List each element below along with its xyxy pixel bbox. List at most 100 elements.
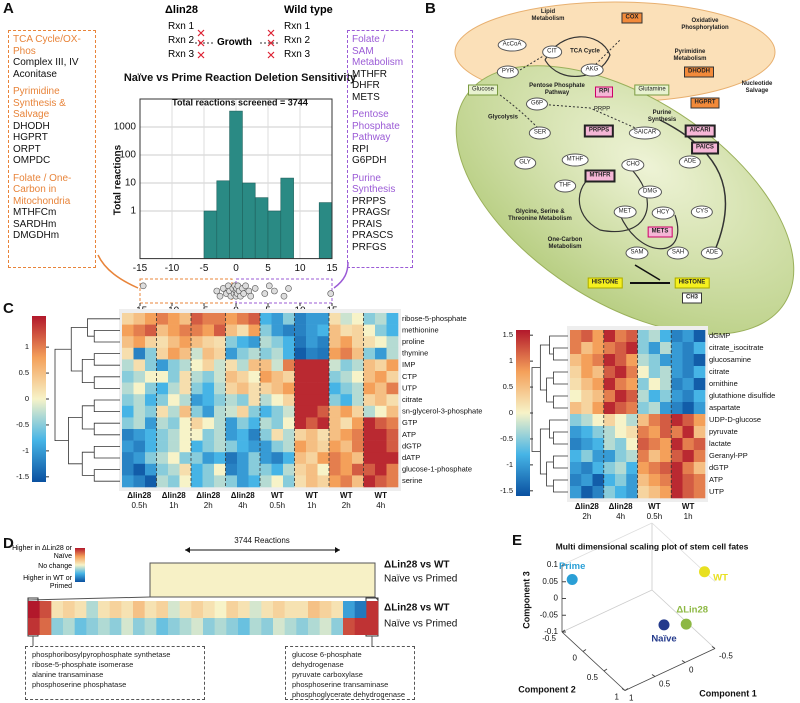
heat-cell bbox=[237, 440, 249, 453]
heat-cell bbox=[98, 601, 110, 618]
heat-cell bbox=[570, 414, 582, 427]
heat-cell bbox=[682, 438, 695, 451]
heat-cell bbox=[592, 378, 605, 391]
row-label: GTP bbox=[402, 418, 417, 427]
reaction-item: Complex III, IV bbox=[13, 57, 79, 68]
heat-cell bbox=[693, 330, 706, 343]
colorbar-label: 1 bbox=[509, 356, 513, 365]
x-tick-label: -5 bbox=[200, 263, 209, 274]
heat-cell bbox=[648, 354, 661, 367]
point-label: WT bbox=[713, 572, 728, 583]
panel-label: E bbox=[512, 532, 523, 549]
heat-cell bbox=[660, 378, 672, 391]
heat-cell bbox=[581, 438, 593, 451]
heat-cell bbox=[592, 474, 605, 487]
heat-cell bbox=[306, 405, 318, 418]
heat-cell bbox=[363, 394, 376, 407]
heat-cell bbox=[615, 342, 627, 355]
heat-cell bbox=[179, 618, 192, 635]
heat-cell bbox=[306, 475, 318, 488]
heat-cell bbox=[122, 382, 134, 395]
heat-cell bbox=[603, 462, 616, 475]
heat-cell bbox=[191, 382, 203, 395]
pathway-node: SER bbox=[528, 126, 552, 140]
column-label: 2h bbox=[582, 512, 591, 521]
heat-cell bbox=[273, 601, 285, 618]
heat-cell bbox=[648, 342, 661, 355]
heat-cell bbox=[202, 324, 215, 337]
heat-cell bbox=[626, 426, 638, 439]
heat-cell bbox=[271, 429, 284, 441]
heat-cell bbox=[671, 390, 683, 403]
heat-cell bbox=[179, 371, 192, 383]
z-tick-label: -0.05 bbox=[540, 610, 559, 619]
dendrogram bbox=[93, 399, 120, 412]
heat-cell bbox=[637, 462, 650, 475]
pathway-node: HISTONE bbox=[674, 277, 710, 289]
heat-cell bbox=[626, 354, 638, 367]
dendrogram bbox=[81, 405, 95, 430]
heat-cell bbox=[660, 330, 672, 343]
pathway-node: AcCoA bbox=[497, 38, 527, 52]
pathway-node: Oxidative Phosphorylation bbox=[681, 18, 729, 31]
heat-cell bbox=[294, 463, 307, 476]
heat-cell bbox=[283, 429, 295, 441]
heat-cell bbox=[248, 463, 261, 476]
bar bbox=[318, 202, 333, 259]
pathway-node: PRPPS bbox=[583, 124, 615, 138]
tick-mark bbox=[561, 629, 566, 633]
heat-cell bbox=[306, 336, 318, 349]
heat-cell bbox=[122, 405, 134, 418]
heat-cell bbox=[308, 618, 320, 635]
heat-cell bbox=[581, 330, 593, 343]
point bbox=[280, 292, 288, 300]
heat-cell bbox=[156, 324, 169, 337]
heat-cell bbox=[145, 463, 157, 476]
heat-cell bbox=[144, 618, 157, 635]
heat-cell bbox=[671, 402, 683, 415]
row-label: serine bbox=[402, 476, 422, 485]
row-label: thymine bbox=[402, 349, 428, 358]
row-label: aspartate bbox=[709, 403, 740, 412]
heat-cell bbox=[329, 313, 341, 325]
heat-cell bbox=[214, 417, 226, 430]
heat-cell bbox=[179, 336, 192, 349]
heat-cell bbox=[603, 330, 616, 343]
reaction-label: Rxn 1 bbox=[284, 21, 311, 32]
bar bbox=[229, 110, 243, 259]
panel-label: A bbox=[3, 0, 14, 17]
heat-cell bbox=[179, 429, 192, 441]
heat-cell bbox=[156, 440, 169, 453]
heat-cell bbox=[363, 336, 376, 349]
heat-cell bbox=[145, 440, 157, 453]
heat-cell bbox=[248, 313, 261, 325]
heat-cell bbox=[603, 390, 616, 403]
x-tick-label: 0 bbox=[233, 263, 239, 274]
heat-cell bbox=[340, 475, 353, 488]
heat-cell bbox=[283, 382, 295, 395]
heat-cell bbox=[570, 438, 582, 451]
tick-mark bbox=[624, 688, 629, 691]
row-label: UDP-D-glucose bbox=[709, 415, 761, 424]
heat-cell bbox=[581, 414, 593, 427]
heat-cell bbox=[352, 417, 364, 430]
heat-cell bbox=[249, 601, 262, 618]
heat-cell bbox=[225, 440, 238, 453]
heat-cell bbox=[179, 382, 192, 395]
heat-cell bbox=[51, 601, 64, 618]
heat-cell bbox=[386, 394, 399, 407]
colorbar-label: -1 bbox=[506, 460, 513, 469]
heat-cell bbox=[86, 618, 99, 635]
heat-cell bbox=[283, 405, 295, 418]
heat-cell bbox=[317, 475, 330, 488]
heat-cell bbox=[225, 463, 238, 476]
heat-cell bbox=[352, 429, 364, 441]
row-label: citrate bbox=[402, 395, 422, 404]
heat-cell bbox=[693, 342, 706, 355]
heat-cell bbox=[671, 438, 683, 451]
dendrogram bbox=[552, 395, 568, 409]
x-tick-label: 10 bbox=[294, 263, 306, 274]
z-tick-label: 0.1 bbox=[547, 560, 559, 569]
heat-cell bbox=[168, 371, 180, 383]
heat-cell bbox=[581, 342, 593, 355]
